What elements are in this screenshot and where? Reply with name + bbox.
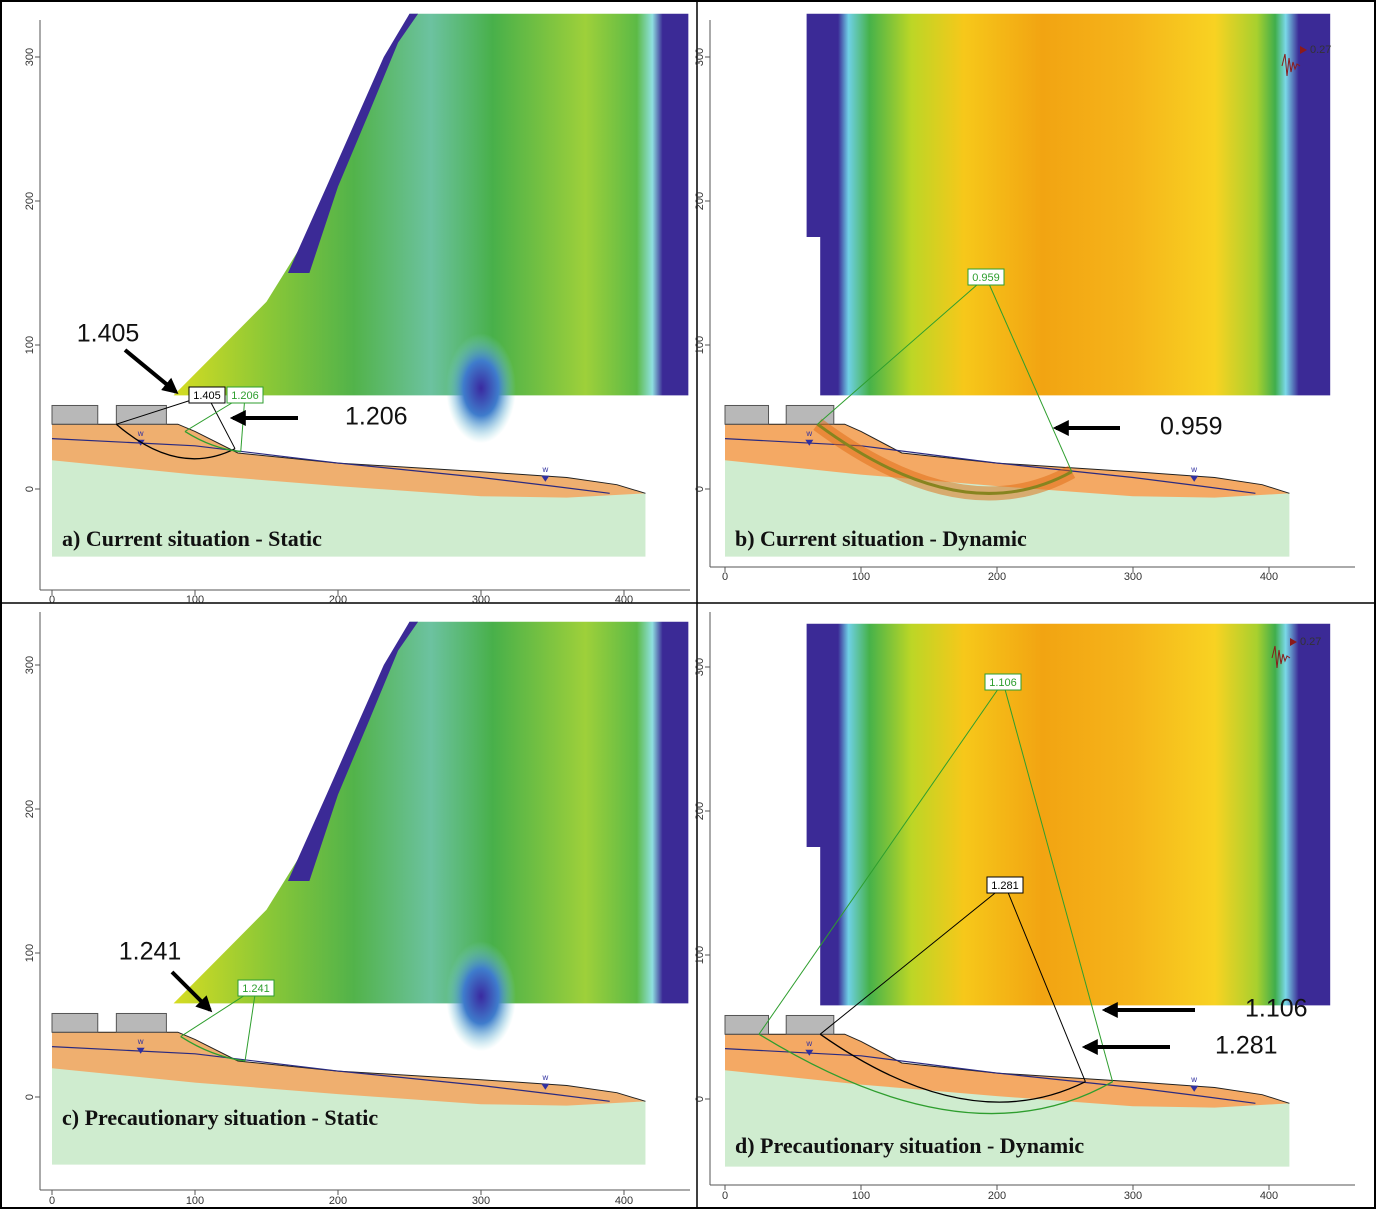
x-tick-label: 400 [1260, 571, 1278, 583]
panel-caption: a) Current situation - Static [62, 526, 322, 551]
water-marker: w [137, 1037, 144, 1046]
x-tick-label: 400 [1260, 1190, 1278, 1202]
water-marker: w [805, 1039, 812, 1048]
water-marker: w [137, 429, 144, 438]
x-tick-label: 100 [852, 1190, 870, 1202]
panel: w w 0.959 0.959 0.27 0 100 200 300 400 0 100 200 300 b… [694, 14, 1355, 583]
y-tick-label: 0 [694, 1096, 706, 1102]
water-marker: w [541, 1073, 548, 1082]
x-tick-label: 400 [615, 1195, 633, 1207]
x-tick-label: 0 [722, 571, 728, 583]
y-tick-label: 100 [694, 946, 706, 964]
x-tick-label: 300 [472, 1195, 490, 1207]
x-tick-label: 0 [49, 594, 55, 606]
y-tick-label: 300 [24, 656, 36, 674]
callout-label: 1.106 [1245, 995, 1308, 1023]
fs-label: 1.106 [989, 677, 1017, 689]
x-tick-label: 200 [988, 571, 1006, 583]
building [116, 1013, 166, 1032]
building [725, 405, 769, 424]
x-tick-label: 0 [49, 1195, 55, 1207]
y-tick-label: 100 [24, 336, 36, 354]
building [52, 1013, 98, 1032]
building [725, 1015, 769, 1034]
contour-field [174, 14, 689, 396]
y-tick-label: 300 [694, 658, 706, 676]
x-tick-label: 0 [722, 1190, 728, 1202]
y-tick-label: 0 [24, 1094, 36, 1100]
water-marker: w [805, 429, 812, 438]
y-tick-label: 100 [694, 336, 706, 354]
panel: w w 1.405 1.206 1.405 1.206 0 100 200 300 400 0 100 2… [24, 14, 690, 606]
fs-label: 1.206 [231, 390, 259, 402]
water-marker: w [541, 465, 548, 474]
fs-label: 0.959 [972, 272, 1000, 284]
building [52, 405, 98, 424]
y-tick-label: 0 [694, 486, 706, 492]
panel: w w 1.241 1.241 0 100 200 300 400 0 100 200 300 c) Pr… [24, 612, 690, 1207]
callout-label: 1.241 [119, 938, 182, 966]
fs-label: 1.405 [193, 390, 221, 402]
panel-caption: c) Precautionary situation - Static [62, 1105, 378, 1130]
contour-field [174, 622, 689, 1004]
panel: w w 1.106 1.281 1.106 1.281 0.27 0 100 200 300 400 0… [694, 612, 1355, 1202]
x-tick-label: 100 [186, 594, 204, 606]
y-tick-label: 300 [24, 48, 36, 66]
figure: w w 1.405 1.206 1.405 1.206 0 100 200 300 400 0 100 2… [0, 0, 1376, 1209]
contour-field [807, 624, 1331, 1006]
seismic-label: 0.27 [1310, 44, 1331, 56]
callout-label: 0.959 [1160, 413, 1223, 441]
contour-blob [446, 333, 516, 443]
x-tick-label: 200 [329, 594, 347, 606]
y-tick-label: 300 [694, 48, 706, 66]
seismic-label: 0.27 [1300, 636, 1321, 648]
panel-caption: d) Precautionary situation - Dynamic [735, 1133, 1084, 1158]
panel-caption: b) Current situation - Dynamic [735, 526, 1027, 551]
contour-field [807, 14, 1331, 396]
callout-arrow [125, 350, 176, 392]
y-tick-label: 200 [694, 192, 706, 210]
x-tick-label: 100 [852, 571, 870, 583]
x-tick-label: 300 [472, 594, 490, 606]
water-marker: w [1190, 465, 1197, 474]
fs-label: 1.281 [991, 880, 1019, 892]
y-tick-label: 200 [24, 800, 36, 818]
building [786, 405, 834, 424]
x-tick-label: 200 [329, 1195, 347, 1207]
x-tick-label: 400 [615, 594, 633, 606]
y-tick-label: 100 [24, 944, 36, 962]
y-tick-label: 200 [694, 802, 706, 820]
callout-label: 1.281 [1215, 1032, 1278, 1060]
building [786, 1015, 834, 1034]
fs-label: 1.241 [242, 983, 270, 995]
x-tick-label: 200 [988, 1190, 1006, 1202]
water-marker: w [1190, 1075, 1197, 1084]
x-tick-label: 300 [1124, 571, 1142, 583]
x-tick-label: 100 [186, 1195, 204, 1207]
callout-label: 1.206 [345, 403, 408, 431]
contour-blob [446, 941, 516, 1051]
x-tick-label: 300 [1124, 1190, 1142, 1202]
callout-label: 1.405 [77, 320, 140, 348]
y-tick-label: 0 [24, 486, 36, 492]
y-tick-label: 200 [24, 192, 36, 210]
